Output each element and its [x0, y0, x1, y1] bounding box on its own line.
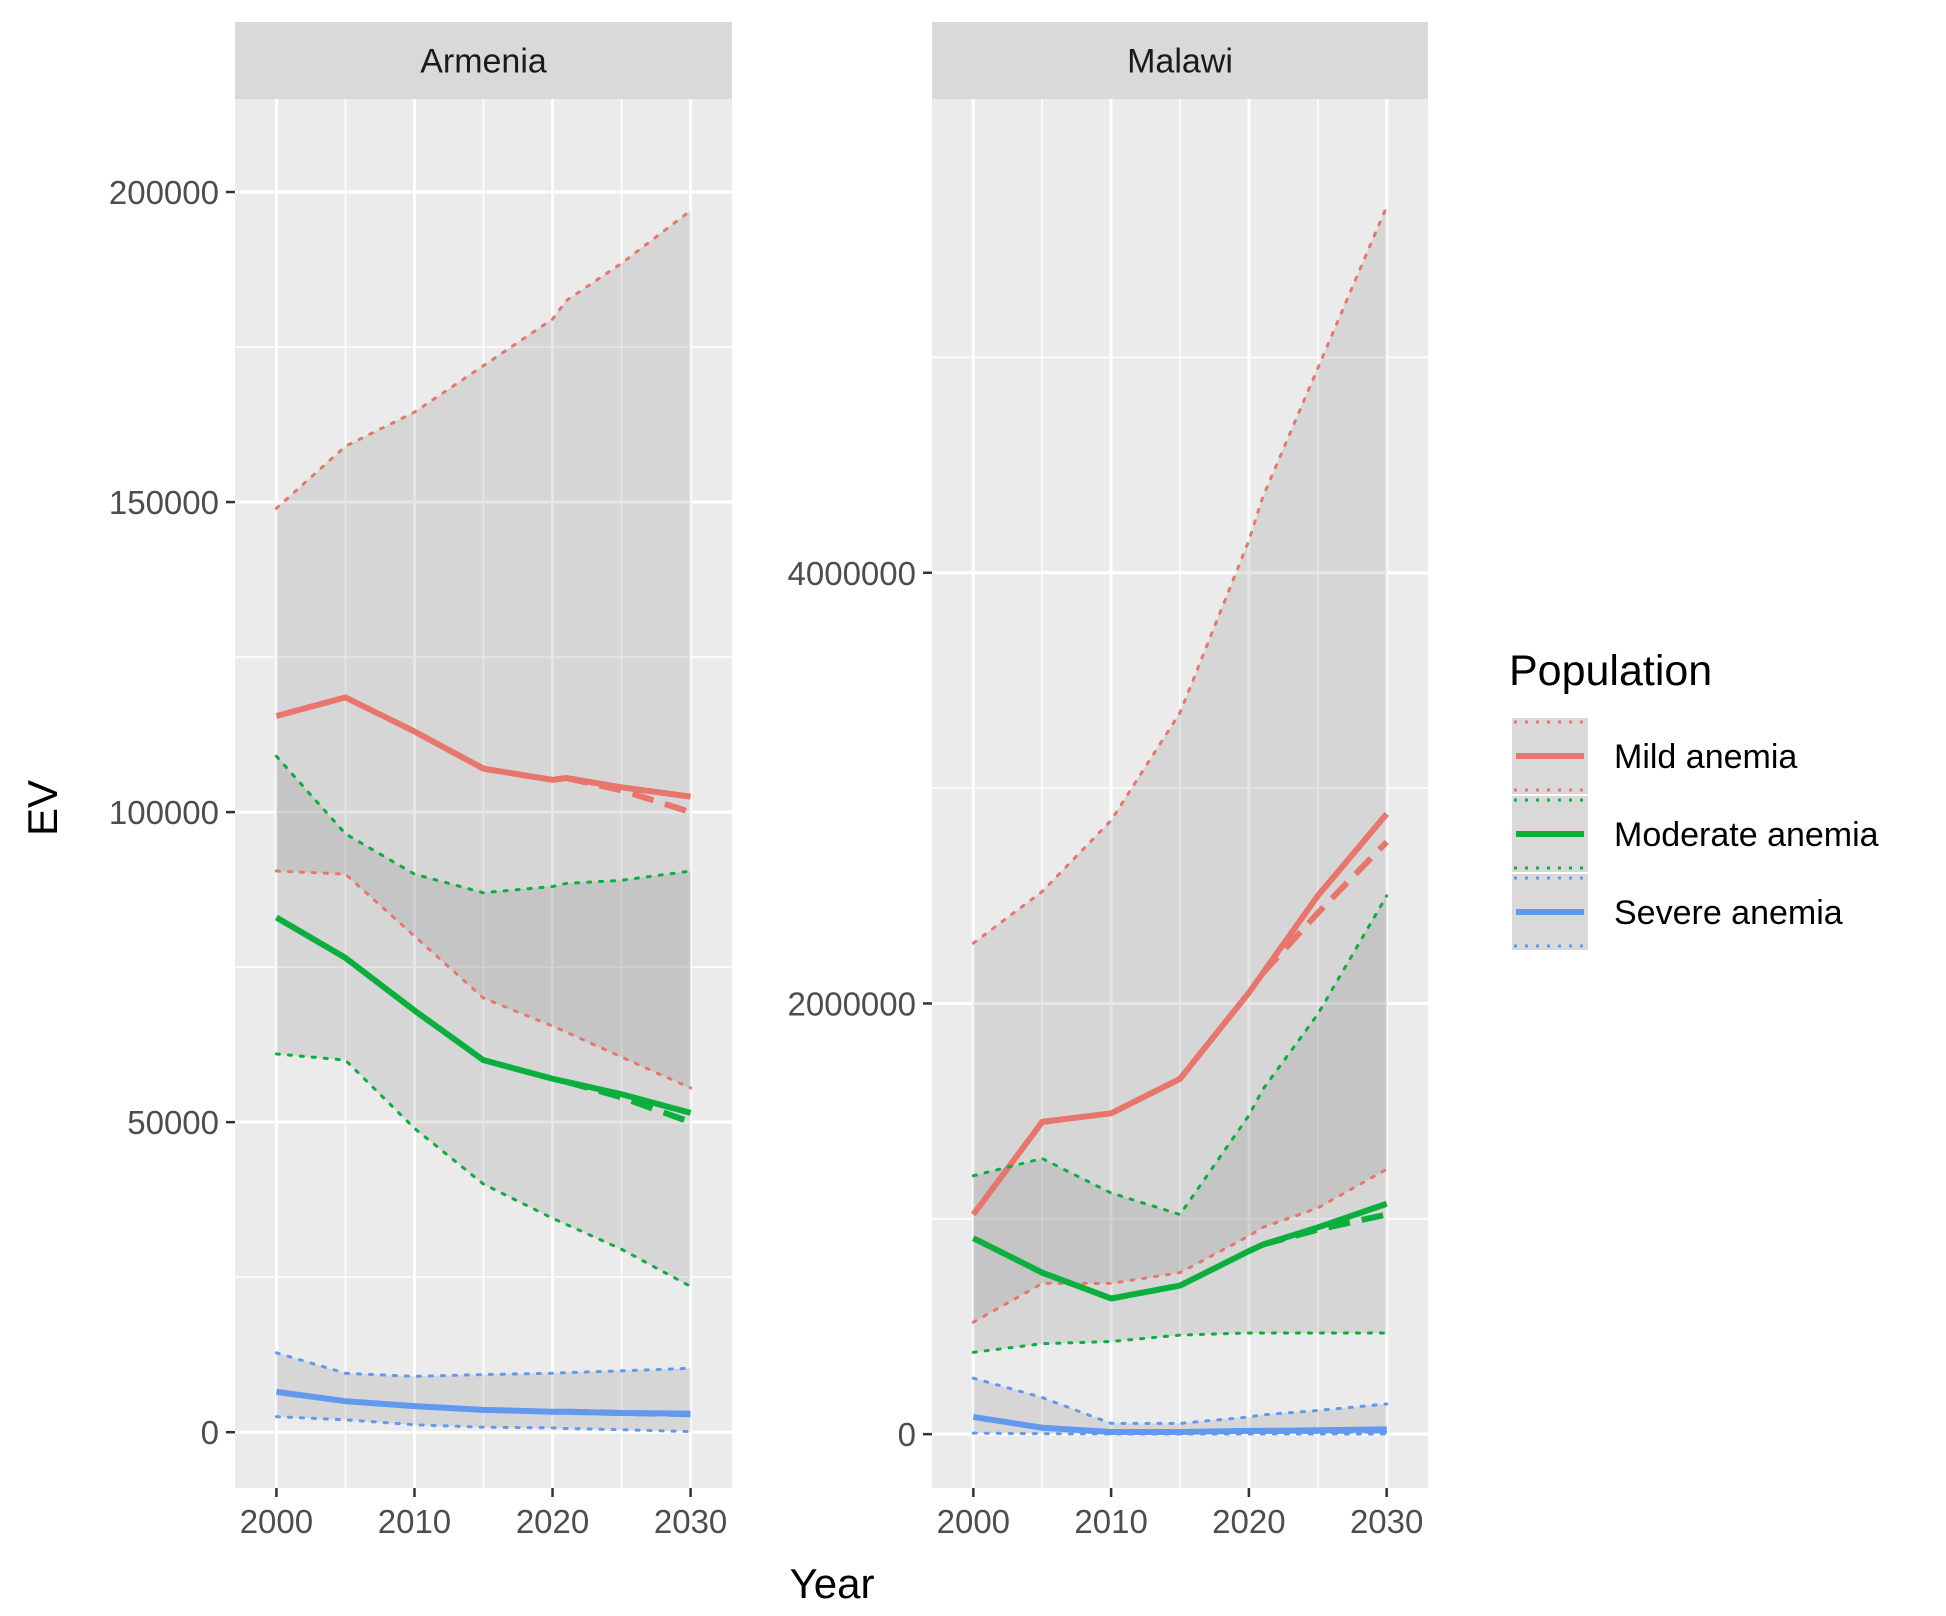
x-tick-label: 2030 [654, 1503, 727, 1540]
facet-strip [932, 22, 1428, 99]
panel-axes: 2000 2010 2020 2030 0 50000 100000 150000 200000 [109, 174, 727, 1540]
x-tick-label: 2000 [240, 1503, 313, 1540]
legend-item-moderate-anemia: Moderate anemia [1512, 796, 1879, 872]
legend-title: Population [1509, 647, 1712, 695]
series-lines [274, 209, 693, 1434]
y-axis-title: EV [19, 780, 66, 836]
y-tick-label: 0 [201, 1414, 219, 1451]
panel-malawi: Malawi 2000 2010 2020 2030 0 2000000 4000000 [788, 22, 1428, 1540]
estimate-line-moderate-anemia [971, 1200, 1388, 1302]
upper-bound-line-moderate-anemia [971, 894, 1389, 1217]
x-tick-label: 2020 [1212, 1503, 1285, 1540]
series-lines [970, 205, 1389, 1436]
lower-bound-line-severe-anemia [274, 1415, 693, 1434]
lower-bound-line-mild-anemia [274, 869, 693, 1090]
projection-line-mild-anemia [1260, 839, 1389, 976]
y-tick-label: 2000000 [788, 985, 916, 1022]
x-tick-label: 2010 [378, 1503, 451, 1540]
upper-bound-line-moderate-anemia [274, 754, 693, 895]
x-tick-label: 2030 [1350, 1503, 1423, 1540]
x-tick-label: 2020 [516, 1503, 589, 1540]
upper-bound-line-severe-anemia [274, 1351, 693, 1378]
panel-armenia: Armenia 2000 2010 2020 2030 0 50000 100000 1500… [109, 22, 732, 1540]
ribbon-mild-anemia [973, 206, 1387, 1323]
x-tick-label: 2010 [1074, 1503, 1147, 1540]
y-tick-label: 4000000 [788, 555, 916, 592]
facet-strip [235, 22, 732, 99]
lower-bound-line-moderate-anemia [274, 1052, 693, 1288]
lower-bound-line-moderate-anemia [971, 1331, 1389, 1354]
panel-axes: 2000 2010 2020 2030 0 2000000 4000000 [788, 555, 1424, 1540]
legend-label: Mild anemia [1614, 738, 1797, 776]
facet-strip-label: Armenia [420, 43, 547, 81]
estimate-line-severe-anemia [276, 1388, 691, 1417]
legend: Population Mild anemia Moderate anemia Sev… [1509, 647, 1879, 950]
x-tick-label: 2000 [937, 1503, 1010, 1540]
upper-bound-line-mild-anemia [971, 205, 1389, 945]
ribbon-severe-anemia [973, 1378, 1387, 1434]
estimate-line-mild-anemia [970, 812, 1389, 1217]
legend-label: Moderate anemia [1614, 816, 1879, 854]
x-axis-title: Year [790, 1560, 875, 1607]
y-tick-label: 100000 [109, 794, 219, 831]
y-tick-label: 50000 [127, 1104, 219, 1141]
y-tick-label: 200000 [109, 174, 219, 211]
legend-item-severe-anemia: Severe anemia [1512, 874, 1843, 950]
legend-item-mild-anemia: Mild anemia [1512, 718, 1797, 794]
upper-bound-line-severe-anemia [971, 1376, 1389, 1425]
estimate-line-moderate-anemia [274, 914, 692, 1116]
legend-label: Severe anemia [1614, 894, 1843, 932]
facet-strip-label: Malawi [1127, 43, 1233, 81]
y-tick-label: 0 [898, 1416, 916, 1453]
y-tick-label: 150000 [109, 484, 219, 521]
legend-keys: Mild anemia Moderate anemia Severe anemia [1512, 718, 1879, 950]
panel-gridlines [235, 99, 732, 1488]
lower-bound-line-mild-anemia [971, 1167, 1389, 1324]
estimate-line-severe-anemia [972, 1413, 1387, 1436]
ribbon-moderate-anemia [276, 756, 691, 1287]
estimate-line-mild-anemia [275, 694, 691, 800]
